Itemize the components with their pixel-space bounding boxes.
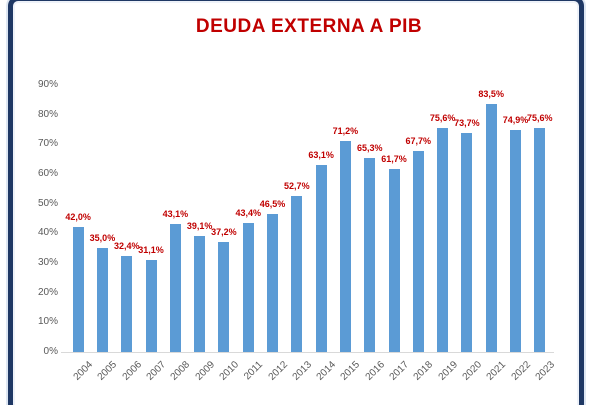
bar-2018 (412, 151, 424, 352)
data-label-2013: 52,7% (284, 180, 310, 191)
y-tick-10%: 10% (37, 316, 58, 328)
bar-2013 (291, 195, 303, 352)
x-tick-2016: 2016 (363, 359, 387, 383)
data-label-2006: 32,4% (113, 240, 140, 251)
y-tick-20%: 20% (37, 286, 58, 298)
bar-slot-2023: 75,6% (527, 85, 553, 352)
x-tick-2023: 2023 (533, 359, 557, 383)
bar-2010 (218, 241, 230, 352)
x-tick-2013: 2013 (290, 359, 314, 383)
bar-2009 (194, 236, 206, 352)
x-tick-2019: 2019 (436, 359, 460, 383)
x-tick-2009: 2009 (193, 359, 217, 383)
bar-2022 (509, 129, 521, 352)
x-tick-2005: 2005 (95, 359, 120, 383)
x-tick-2008: 2008 (168, 359, 193, 383)
bar-2016 (364, 158, 376, 352)
y-tick-70%: 70% (37, 138, 58, 150)
bar-2004 (72, 227, 84, 352)
x-tick-2006: 2006 (120, 359, 144, 383)
x-tick-2018: 2018 (411, 359, 436, 383)
bars-container: 42,0% 35,0% 32,4% 31,1% 43,1% 39,1% 37,2% 43,4%… (65, 85, 553, 352)
bar-slot-2015: 71,2% (332, 85, 359, 352)
data-label-2012: 46,5% (259, 199, 286, 210)
data-label-2022: 74,9% (502, 114, 529, 125)
data-label-2019: 75,6% (429, 112, 456, 123)
bar-2005 (96, 248, 108, 352)
bar-2023 (534, 127, 546, 352)
data-label-2004: 42,0% (65, 212, 91, 223)
bar-2012 (267, 214, 279, 352)
bar-slot-2005: 35,0% (89, 85, 116, 352)
y-tick-90%: 90% (37, 79, 58, 90)
y-tick-50%: 50% (37, 197, 58, 209)
bar-2007 (145, 259, 157, 352)
x-tick-2010: 2010 (217, 359, 242, 383)
bar-slot-2016: 65,3% (356, 85, 383, 352)
bar-slot-2014: 63,1% (308, 85, 334, 352)
x-tick-2015: 2015 (338, 359, 363, 383)
data-label-2023: 75,6% (527, 112, 553, 123)
y-tick-0%: 0% (43, 346, 58, 357)
x-tick-2012: 2012 (266, 359, 290, 383)
x-tick-2011: 2011 (242, 359, 266, 383)
bar-slot-2021: 83,5% (478, 85, 504, 352)
bar-2021 (485, 104, 497, 352)
bar-2008 (169, 224, 181, 352)
data-label-2008: 43,1% (162, 209, 189, 220)
bar-slot-2013: 52,7% (284, 85, 310, 352)
bar-2017 (388, 168, 400, 352)
data-label-2018: 67,7% (405, 136, 432, 147)
data-label-2005: 35,0% (89, 233, 116, 244)
x-tick-2021: 2021 (484, 359, 509, 383)
bar-2006 (121, 255, 133, 352)
plot-area: 42,0% 35,0% 32,4% 31,1% 43,1% 39,1% 37,2% 43,4%… (38, 79, 557, 383)
bar-slot-2017: 61,7% (381, 85, 407, 352)
data-label-2011: 43,4% (235, 208, 261, 219)
bar-slot-2008: 43,1% (162, 85, 189, 352)
data-label-2021: 83,5% (478, 89, 504, 100)
bar-slot-2020: 73,7% (454, 85, 480, 352)
bar-slot-2012: 46,5% (259, 85, 286, 352)
bar-2020 (461, 133, 473, 352)
data-label-2017: 61,7% (381, 153, 407, 164)
x-tick-2020: 2020 (460, 359, 485, 383)
bar-slot-2009: 39,1% (186, 85, 213, 352)
bar-2015 (339, 140, 351, 352)
y-tick-30%: 30% (37, 257, 58, 268)
data-label-2020: 73,7% (454, 118, 480, 129)
data-label-2015: 71,2% (332, 125, 359, 136)
chart-title: DEUDA EXTERNA A PIB (195, 16, 423, 37)
bar-slot-2011: 43,4% (235, 85, 261, 352)
data-label-2016: 65,3% (356, 143, 383, 154)
x-axis-line (61, 352, 554, 353)
bar-slot-2018: 67,7% (405, 85, 432, 352)
data-label-2010: 37,2% (211, 226, 237, 237)
bar-slot-2004: 42,0% (65, 85, 91, 352)
y-tick-80%: 80% (37, 108, 58, 120)
bar-2014 (315, 164, 327, 352)
bar-slot-2010: 37,2% (211, 85, 237, 352)
bar-2019 (437, 127, 449, 352)
bar-slot-2007: 31,1% (138, 85, 164, 352)
x-tick-2014: 2014 (314, 359, 339, 383)
bar-slot-2006: 32,4% (113, 85, 140, 352)
bar-2011 (242, 223, 254, 352)
data-label-2007: 31,1% (138, 244, 164, 255)
data-label-2014: 63,1% (308, 149, 334, 160)
x-tick-2004: 2004 (71, 359, 96, 383)
x-tick-2007: 2007 (144, 359, 169, 383)
y-tick-40%: 40% (37, 227, 58, 239)
bar-slot-2022: 74,9% (502, 85, 529, 352)
bar-slot-2019: 75,6% (429, 85, 456, 352)
x-tick-2017: 2017 (387, 359, 412, 383)
y-tick-60%: 60% (37, 168, 58, 179)
data-label-2009: 39,1% (186, 221, 213, 232)
x-tick-2022: 2022 (509, 359, 533, 383)
